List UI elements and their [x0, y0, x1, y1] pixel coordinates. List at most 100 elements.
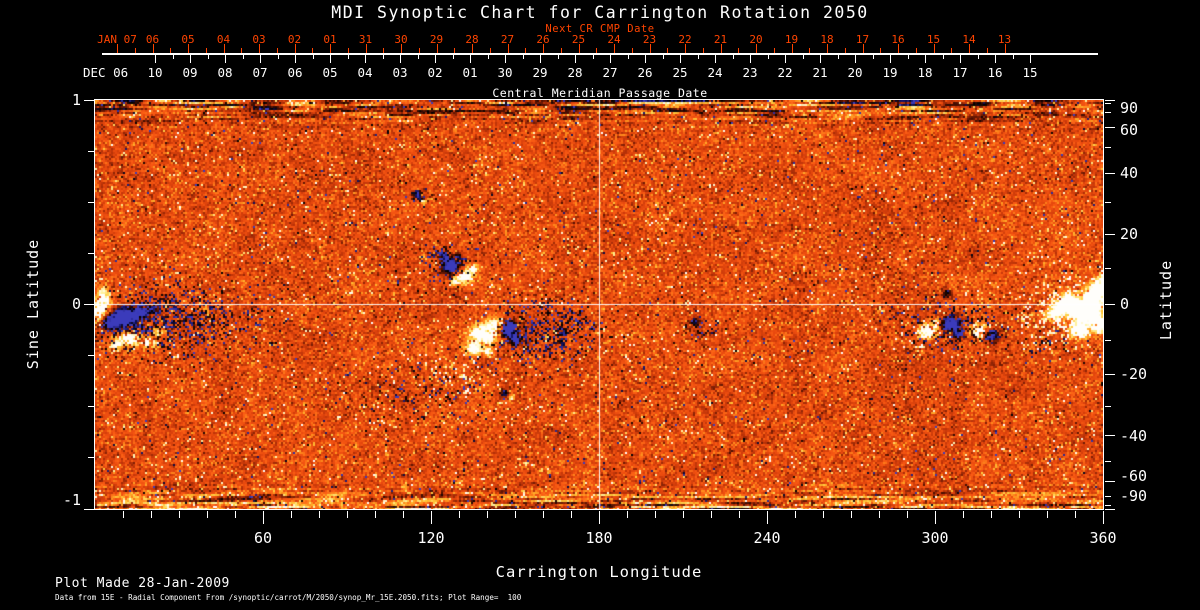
red-major-tick: [756, 44, 757, 53]
white-minor-tick: [767, 55, 769, 59]
red-date-label: 14: [962, 33, 976, 46]
red-date-label: 17: [855, 33, 870, 46]
bottom-axis-title: Carrington Longitude: [495, 563, 703, 581]
lat-tick-label: 60: [1120, 121, 1139, 139]
lat-minor-tick: [1105, 496, 1111, 498]
red-date-label: 03: [252, 33, 266, 46]
white-major-tick: [820, 55, 821, 63]
lat-tick-label: 40: [1120, 164, 1139, 182]
lat-major-tick: [1105, 126, 1115, 128]
red-date-label: 23: [642, 33, 657, 46]
lon-minor-tick: [963, 511, 964, 518]
white-month-label: DEC 06: [83, 65, 129, 80]
white-date-label: 17: [952, 65, 968, 80]
left-axis-title: Sine Latitude: [24, 238, 42, 370]
white-minor-tick: [942, 55, 944, 59]
lon-major-tick: [767, 511, 768, 524]
lat-tick-label: -90: [1120, 487, 1148, 505]
white-minor-tick: [802, 55, 804, 59]
lon-major-tick: [599, 511, 600, 524]
red-major-tick: [259, 44, 260, 53]
red-major-tick: [152, 44, 154, 53]
lon-major-tick: [1103, 511, 1104, 524]
white-minor-tick: [382, 55, 384, 59]
lon-minor-tick: [571, 511, 572, 518]
white-major-tick: [995, 55, 996, 63]
red-minor-tick: [347, 48, 349, 53]
lat-minor-tick: [1105, 406, 1111, 408]
red-major-tick: [330, 44, 331, 53]
lon-minor-tick: [403, 511, 404, 518]
lat-major-tick: [1105, 508, 1115, 510]
red-minor-tick: [383, 48, 385, 53]
lon-minor-tick: [739, 511, 740, 518]
red-minor-tick: [702, 48, 704, 53]
white-minor-tick: [242, 55, 244, 59]
lat-major-tick: [1105, 99, 1115, 101]
white-minor-tick: [452, 55, 454, 59]
sine-minor-tick: [88, 406, 94, 408]
lat-major-tick: [1105, 435, 1115, 437]
red-date-label: 02: [287, 33, 302, 46]
white-date-label: 20: [847, 65, 863, 80]
red-date-label: 15: [926, 33, 941, 46]
red-major-tick: [969, 44, 970, 53]
lon-minor-tick: [319, 511, 320, 518]
lon-tick-label: 240: [753, 529, 781, 547]
white-minor-tick: [417, 55, 419, 59]
white-minor-tick: [732, 55, 734, 59]
white-date-label: 18: [917, 65, 933, 80]
red-minor-tick: [951, 48, 953, 53]
white-major-tick: [435, 55, 436, 63]
white-minor-tick: [487, 55, 489, 59]
plot-area: [94, 99, 1104, 510]
lon-minor-tick: [823, 511, 824, 518]
white-major-tick: [365, 55, 366, 63]
white-major-tick: [260, 55, 261, 63]
red-minor-tick: [134, 48, 136, 53]
red-major-tick: [472, 44, 473, 53]
red-minor-tick: [667, 48, 669, 53]
red-minor-tick: [596, 48, 598, 53]
red-minor-tick: [880, 48, 882, 53]
lon-minor-tick: [627, 511, 628, 518]
white-major-tick: [540, 55, 541, 63]
lon-minor-tick: [879, 511, 880, 518]
white-minor-tick: [837, 55, 839, 59]
white-major-tick: [610, 55, 611, 63]
white-minor-tick: [522, 55, 524, 59]
white-date-label: 30: [497, 65, 513, 80]
lon-minor-tick: [1075, 511, 1076, 518]
white-date-label: 09: [182, 65, 198, 80]
red-date-label: 25: [571, 33, 586, 46]
white-date-label: 24: [707, 65, 723, 80]
red-minor-tick: [276, 48, 278, 53]
red-major-tick: [720, 44, 722, 53]
red-date-label: 24: [607, 33, 621, 46]
lat-major-tick: [1105, 234, 1115, 236]
white-major-tick: [645, 55, 646, 63]
white-major-tick: [785, 55, 786, 63]
lat-minor-tick: [1105, 102, 1111, 104]
lon-tick-label: 180: [585, 529, 613, 547]
red-date-label: 27: [500, 33, 515, 46]
lat-minor-tick: [1105, 147, 1111, 149]
white-major-tick: [715, 55, 716, 63]
white-minor-tick: [907, 55, 909, 59]
red-minor-tick: [170, 48, 172, 53]
white-minor-tick: [697, 55, 699, 59]
white-minor-tick: [172, 55, 174, 59]
red-date-label: 21: [713, 33, 728, 46]
lon-minor-tick: [179, 511, 180, 518]
red-date-label: 28: [465, 33, 479, 46]
red-date-label: 26: [536, 33, 550, 46]
lat-tick-label: 0: [1120, 295, 1130, 313]
white-date-label: 01: [462, 65, 478, 80]
red-date-label: 01: [323, 33, 337, 46]
sine-tick-label: 1: [71, 91, 81, 109]
white-date-label: 04: [357, 65, 373, 80]
red-major-tick: [933, 44, 935, 53]
white-date-label: 19: [882, 65, 898, 80]
white-major-tick: [295, 55, 296, 63]
lon-minor-tick: [991, 511, 992, 518]
